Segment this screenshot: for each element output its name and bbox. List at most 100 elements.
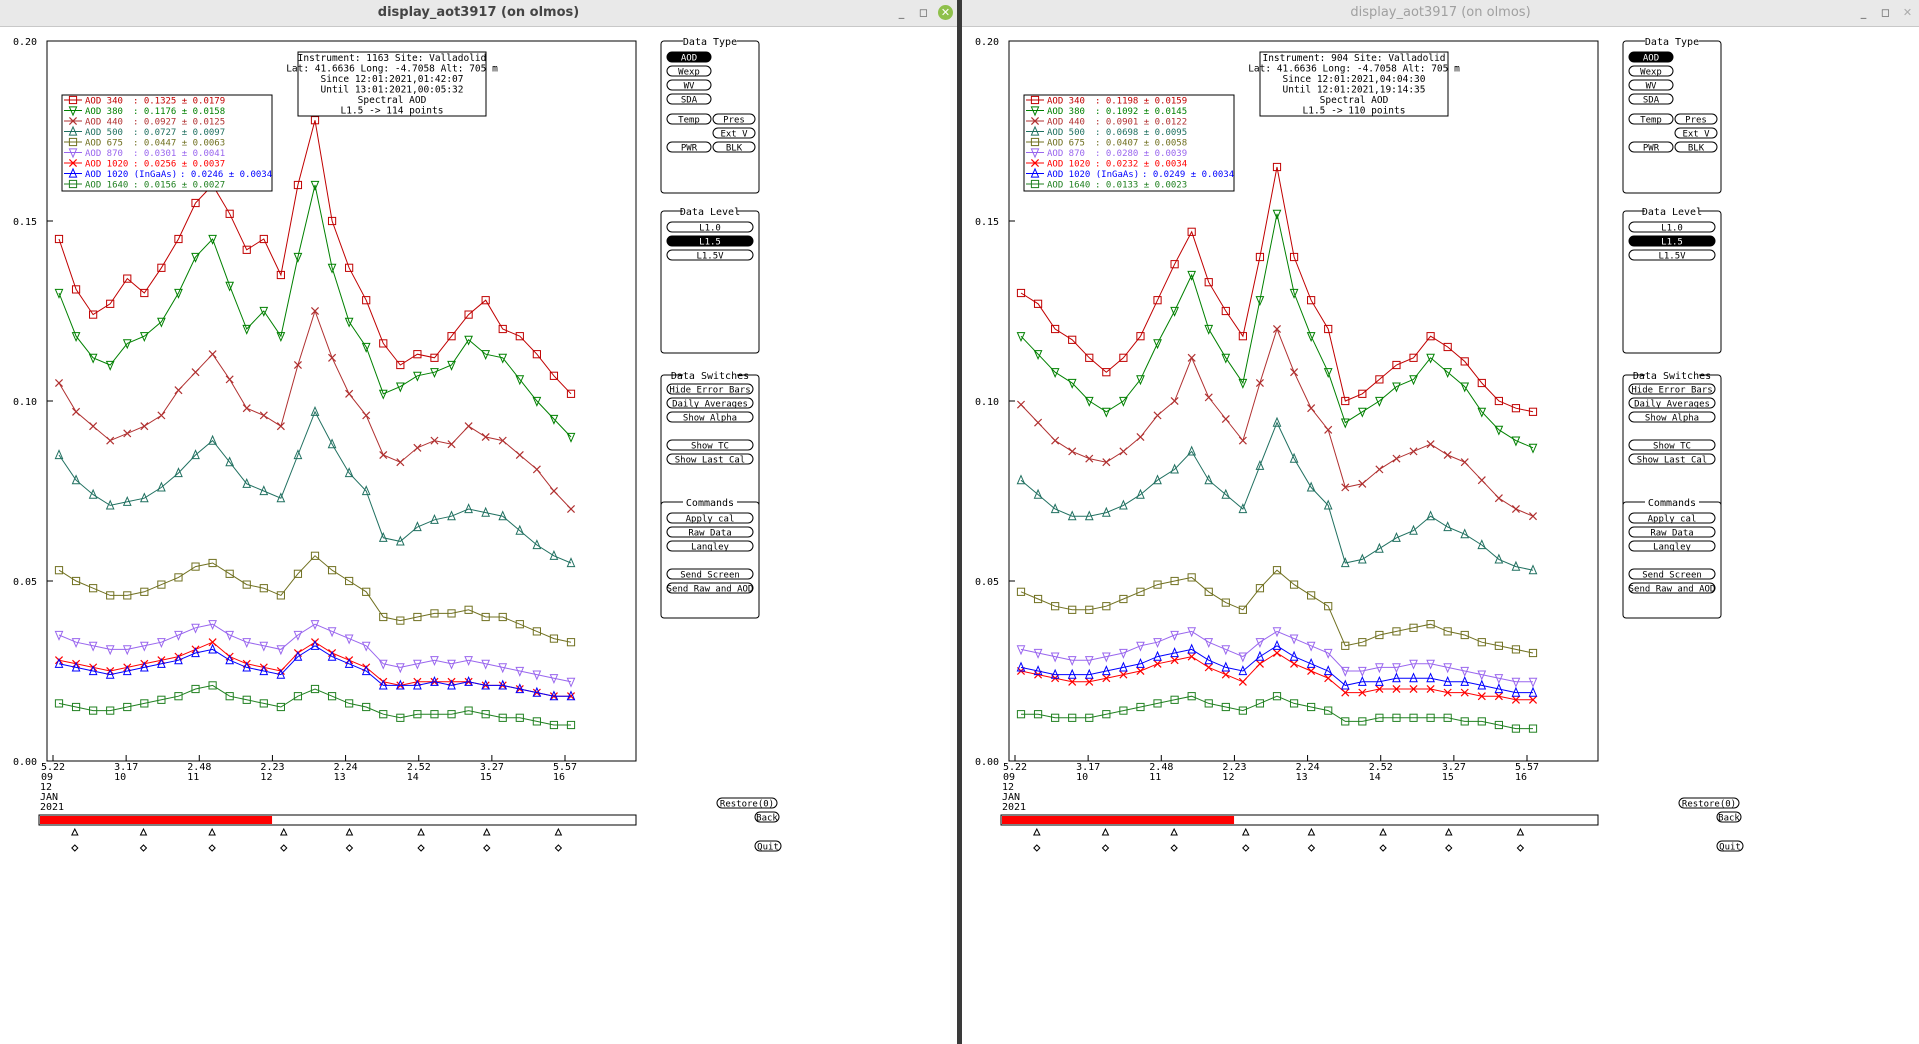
button-frame[interactable] <box>1716 840 1744 852</box>
time-mark-diamond-icon[interactable] <box>208 844 216 852</box>
button-quit[interactable]: Quit <box>754 840 782 853</box>
button-label[interactable]: Show TC <box>1653 442 1691 452</box>
button-raw-data[interactable]: Raw Data <box>1628 526 1716 539</box>
button-frame[interactable] <box>1628 540 1716 552</box>
button-frame[interactable] <box>1628 141 1674 153</box>
time-mark-diamond-icon[interactable] <box>1445 844 1453 852</box>
button-label[interactable]: AOD <box>681 54 697 64</box>
button-frame[interactable] <box>666 113 712 125</box>
time-mark-icon[interactable] <box>1444 827 1453 836</box>
button-frame[interactable] <box>1628 568 1716 580</box>
time-mark-icon[interactable] <box>417 827 425 836</box>
button-apply-cal[interactable]: Apply cal <box>666 512 754 525</box>
button-l1-5v[interactable]: L1.5V <box>666 249 754 262</box>
button-blk[interactable]: BLK <box>1674 141 1718 154</box>
button-langley[interactable]: Langley <box>1628 540 1716 553</box>
button-label[interactable]: PWR <box>681 144 698 154</box>
time-mark-diamond-icon[interactable] <box>554 844 563 852</box>
time-mark-icon[interactable] <box>1101 827 1110 836</box>
button-label[interactable]: WV <box>684 82 695 92</box>
time-mark-diamond-icon[interactable] <box>417 844 425 852</box>
button-label[interactable]: Send Screen <box>1642 571 1702 581</box>
button-pres[interactable]: Pres <box>1674 113 1718 126</box>
time-mark-diamond-icon[interactable] <box>345 844 354 852</box>
button-frame[interactable] <box>666 249 754 261</box>
button-label[interactable]: Apply cal <box>1648 515 1697 525</box>
time-mark-icon[interactable] <box>279 827 288 836</box>
button-wv[interactable]: WV <box>1628 79 1674 92</box>
button-frame[interactable] <box>1628 51 1674 63</box>
button-label[interactable]: AOD <box>1643 54 1659 64</box>
time-mark-diamond-icon[interactable] <box>280 844 288 852</box>
button-frame[interactable] <box>666 411 754 423</box>
button-aod[interactable]: AOD <box>1628 51 1674 64</box>
time-mark-diamond-icon[interactable] <box>1101 844 1110 852</box>
close-icon[interactable]: ✕ <box>938 5 953 20</box>
button-label[interactable]: Ext V <box>1682 130 1710 140</box>
button-sda[interactable]: SDA <box>666 93 712 106</box>
time-slider-track[interactable] <box>1000 814 1599 826</box>
button-frame[interactable] <box>1628 453 1716 465</box>
button-show-last-cal[interactable]: Show Last Cal <box>666 453 754 466</box>
button-frame[interactable] <box>712 113 756 125</box>
button-show-tc[interactable]: Show TC <box>666 439 754 452</box>
button-frame[interactable] <box>1628 65 1674 77</box>
button-frame[interactable] <box>666 526 754 538</box>
button-l1-0[interactable]: L1.0 <box>1628 221 1716 234</box>
time-mark-icon[interactable] <box>345 827 354 836</box>
button-pwr[interactable]: PWR <box>1628 141 1674 154</box>
button-label[interactable]: Show Last Cal <box>1637 456 1707 466</box>
button-wexp[interactable]: Wexp <box>666 65 712 78</box>
button-hide-error-bars[interactable]: Hide Error Bars <box>666 383 754 396</box>
button-label[interactable]: Pres <box>1685 116 1707 126</box>
button-daily-averages[interactable]: Daily Averages <box>666 397 754 410</box>
button-label[interactable]: L1.5V <box>1658 252 1686 262</box>
button-frame[interactable] <box>666 397 754 409</box>
button-label[interactable]: Quit <box>1719 843 1741 853</box>
button-back[interactable]: Back <box>754 811 780 824</box>
button-label[interactable]: Hide Error Bars <box>1631 386 1712 396</box>
button-back[interactable]: Back <box>1716 811 1742 824</box>
button-label[interactable]: Daily Averages <box>672 400 748 410</box>
button-label[interactable]: Wexp <box>1640 68 1662 78</box>
time-mark-diamond-icon[interactable] <box>483 844 491 852</box>
button-sda[interactable]: SDA <box>1628 93 1674 106</box>
button-blk[interactable]: BLK <box>712 141 756 154</box>
button-label[interactable]: Show Alpha <box>683 414 737 424</box>
button-frame[interactable] <box>666 79 712 91</box>
button-l1-5[interactable]: L1.5 <box>1628 235 1716 248</box>
button-label[interactable]: Send Raw and AOD <box>667 585 754 595</box>
button-temp[interactable]: Temp <box>1628 113 1674 126</box>
button-label[interactable]: Restore(0) <box>720 800 774 810</box>
button-label[interactable]: Send Raw and AOD <box>1629 585 1716 595</box>
button-label[interactable]: Show Last Cal <box>675 456 745 466</box>
button-label[interactable]: BLK <box>1688 144 1705 154</box>
button-frame[interactable] <box>754 811 780 823</box>
button-frame[interactable] <box>1628 512 1716 524</box>
button-label[interactable]: Show TC <box>691 442 729 452</box>
button-frame[interactable] <box>666 51 712 63</box>
button-frame[interactable] <box>666 512 754 524</box>
button-hide-error-bars[interactable]: Hide Error Bars <box>1628 383 1716 396</box>
time-mark-icon[interactable] <box>1170 827 1178 836</box>
time-mark-diamond-icon[interactable] <box>1170 844 1178 852</box>
button-frame[interactable] <box>712 127 756 139</box>
button-label[interactable]: Send Screen <box>680 571 740 581</box>
time-mark-icon[interactable] <box>1241 827 1250 836</box>
button-label[interactable]: Back <box>756 814 778 824</box>
button-pres[interactable]: Pres <box>712 113 756 126</box>
time-mark-diamond-icon[interactable] <box>1033 844 1041 852</box>
time-mark-icon[interactable] <box>208 827 216 836</box>
button-frame[interactable] <box>754 840 782 852</box>
button-pwr[interactable]: PWR <box>666 141 712 154</box>
button-frame[interactable] <box>1674 113 1718 125</box>
close-icon[interactable]: ✕ <box>1902 6 1913 19</box>
time-slider[interactable] <box>38 814 637 852</box>
button-label[interactable]: Show Alpha <box>1645 414 1699 424</box>
button-label[interactable]: SDA <box>1643 96 1660 106</box>
button-send-raw-and-aod[interactable]: Send Raw and AOD <box>1628 582 1716 595</box>
button-l1-5[interactable]: L1.5 <box>666 235 754 248</box>
button-quit[interactable]: Quit <box>1716 840 1744 853</box>
button-frame[interactable] <box>1628 582 1716 594</box>
title-bar[interactable]: display_aot3917 (on olmos) _ ◻ ✕ <box>0 0 957 27</box>
